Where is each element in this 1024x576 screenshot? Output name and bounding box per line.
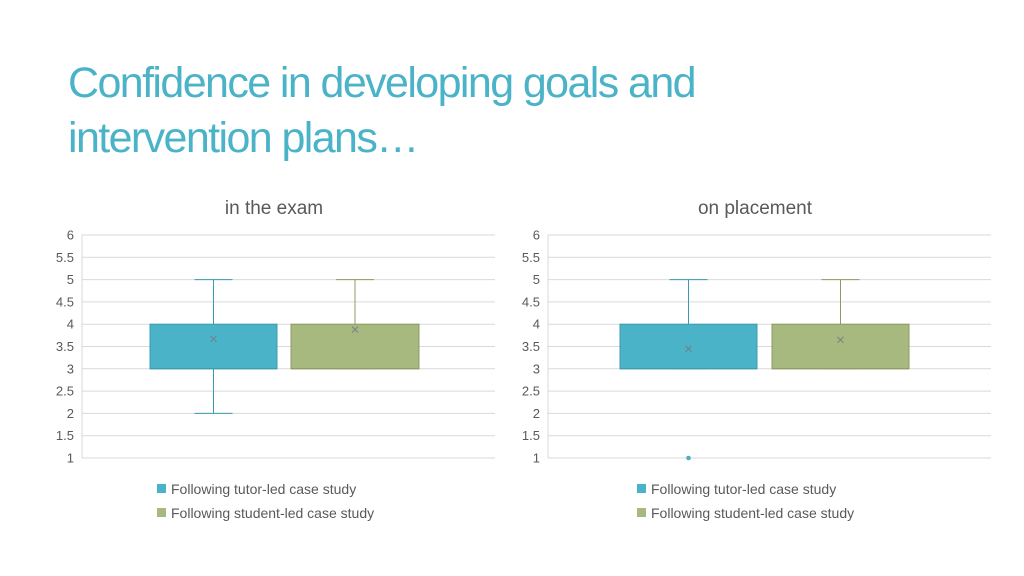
legend-swatch bbox=[157, 508, 166, 517]
chart-on-placement: on placement 1 1.5 2 2.5 3 3.5 4 4.5 5 5.5 6 Followi… bbox=[522, 198, 991, 521]
mean-marker bbox=[837, 336, 844, 344]
y-tick-label: 4 bbox=[67, 317, 74, 332]
chart-title: on placement bbox=[698, 198, 813, 219]
mean-marker bbox=[351, 326, 359, 333]
legend-label: Following student-led case study bbox=[171, 505, 374, 521]
y-tick-label: 5.5 bbox=[522, 250, 540, 265]
legend-swatch bbox=[637, 484, 646, 493]
y-tick-label: 2.5 bbox=[56, 384, 74, 399]
chart-title: in the exam bbox=[225, 198, 323, 219]
y-tick-label: 1.5 bbox=[56, 428, 74, 443]
chart-in-the-exam: in the exam 1 1.5 2 2.5 3 3.5 4 4.5 5 5.5 6 Followin… bbox=[56, 198, 495, 521]
y-tick-label: 6 bbox=[67, 228, 74, 243]
y-tick-label: 3.5 bbox=[522, 339, 540, 354]
slide-title: Confidence in developing goals and inter… bbox=[68, 59, 697, 162]
y-tick-label: 3.5 bbox=[56, 339, 74, 354]
legend-swatch bbox=[157, 484, 166, 493]
y-tick-label: 1.5 bbox=[522, 428, 540, 443]
y-tick-label: 1 bbox=[67, 451, 74, 466]
mean-marker bbox=[685, 345, 692, 353]
y-tick-label: 2.5 bbox=[522, 384, 540, 399]
legend-label: Following tutor-led case study bbox=[171, 481, 356, 497]
y-tick-label: 2 bbox=[67, 406, 74, 421]
legend-label: Following student-led case study bbox=[651, 505, 854, 521]
box-iqr bbox=[771, 323, 910, 370]
y-tick-label: 5.5 bbox=[56, 250, 74, 265]
y-tick-label: 5 bbox=[67, 272, 74, 287]
y-tick-label: 1 bbox=[533, 451, 540, 466]
box-iqr bbox=[290, 323, 420, 370]
outlier-point bbox=[686, 455, 691, 461]
y-tick-label: 2 bbox=[533, 406, 540, 421]
y-tick-label: 4 bbox=[533, 317, 540, 332]
y-tick-label: 3 bbox=[67, 361, 74, 376]
mean-marker bbox=[210, 335, 217, 343]
y-tick-label: 4.5 bbox=[56, 294, 74, 309]
legend-label: Following tutor-led case study bbox=[651, 481, 836, 497]
box-iqr bbox=[619, 323, 758, 370]
legend-swatch bbox=[637, 508, 646, 517]
box-iqr bbox=[149, 323, 278, 370]
y-tick-label: 3 bbox=[533, 361, 540, 376]
y-tick-label: 4.5 bbox=[522, 294, 540, 309]
y-tick-label: 5 bbox=[533, 272, 540, 287]
y-tick-label: 6 bbox=[533, 228, 540, 243]
